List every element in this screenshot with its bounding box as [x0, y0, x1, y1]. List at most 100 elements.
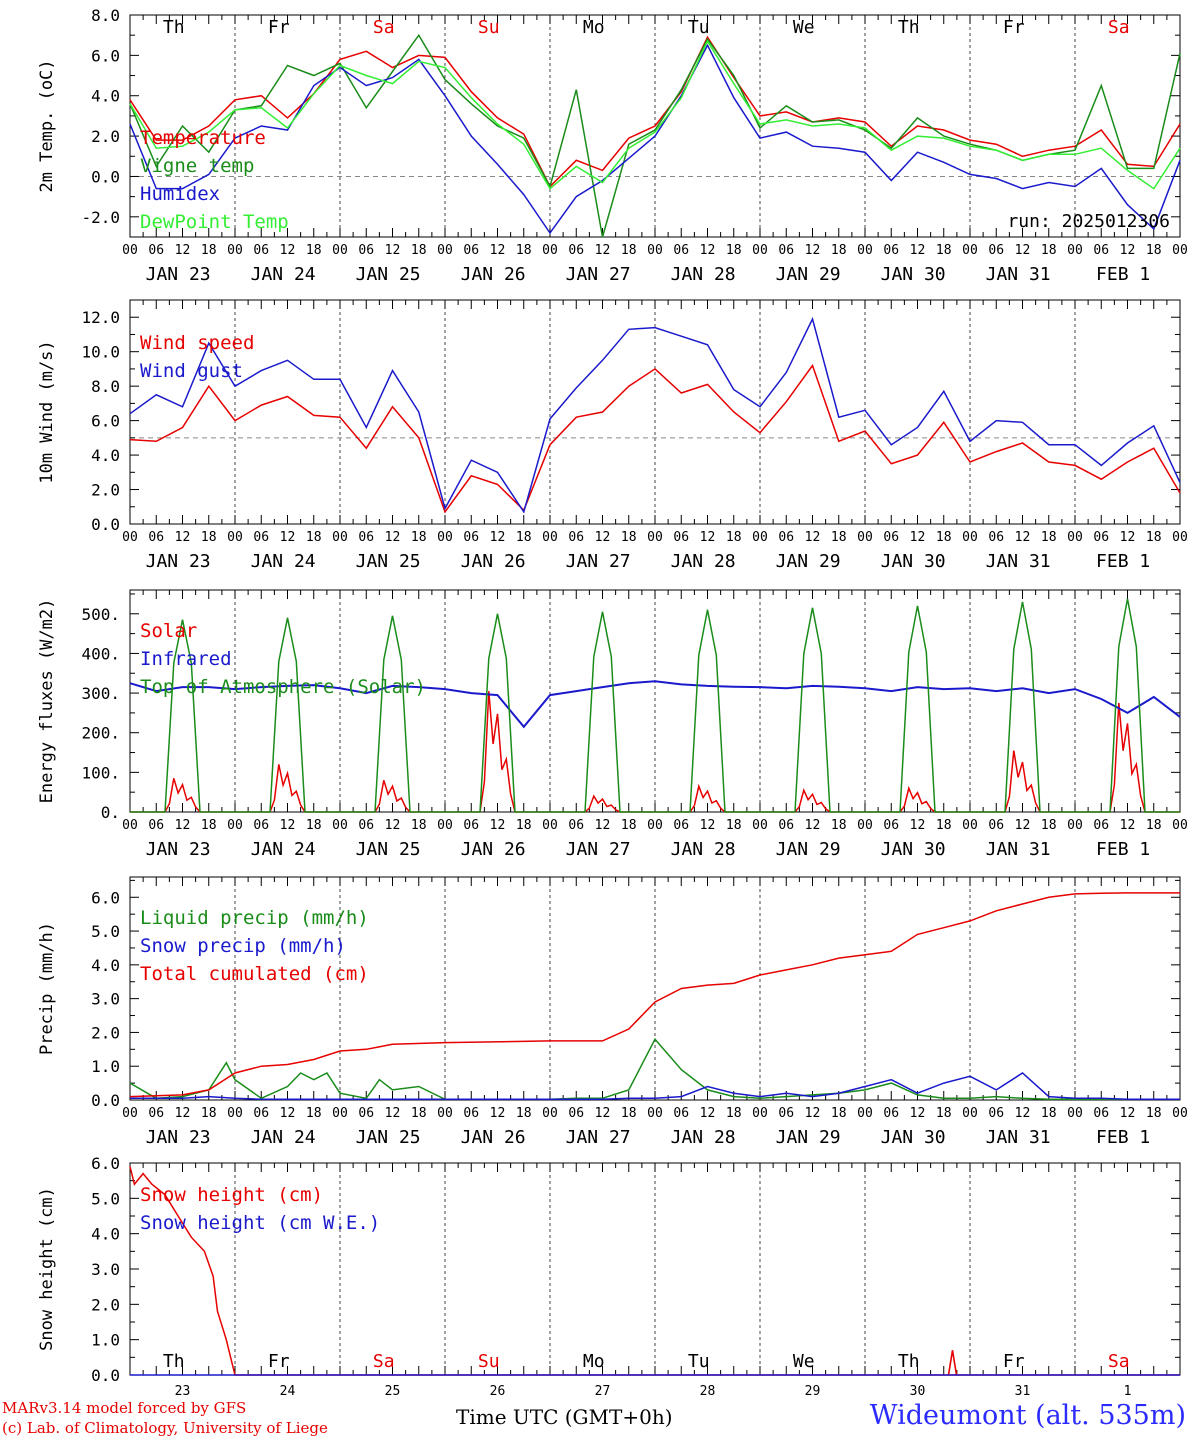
y-tick-label: 10.0 [81, 343, 120, 362]
date-label: JAN 25 [356, 839, 421, 860]
hour-label: 12 [280, 818, 296, 833]
hour-label: 00 [122, 530, 138, 545]
hour-label: 12 [1120, 1106, 1136, 1121]
legend-entry: DewPoint Temp [140, 211, 289, 233]
hour-label: 06 [358, 1106, 374, 1121]
hour-label: 18 [936, 818, 952, 833]
y-tick-label: 5.0 [91, 922, 120, 941]
hour-label: 06 [988, 243, 1004, 258]
hour-label: 06 [148, 243, 164, 258]
hour-label: 18 [1146, 1106, 1162, 1121]
hour-label: 18 [726, 1106, 742, 1121]
lab-credit: (c) Lab. of Climatology, University of L… [2, 1419, 328, 1437]
hour-label: 06 [673, 1106, 689, 1121]
hour-label: 00 [437, 243, 453, 258]
hour-label: 12 [910, 818, 926, 833]
date-label: 27 [595, 1384, 611, 1399]
date-label: FEB 1 [1096, 264, 1150, 285]
hour-label: 06 [463, 1106, 479, 1121]
hour-label: 12 [910, 243, 926, 258]
y-tick-label: 100. [81, 763, 120, 782]
date-label: JAN 24 [251, 1127, 316, 1148]
hour-label: 00 [437, 1106, 453, 1121]
date-label: FEB 1 [1096, 551, 1150, 572]
hour-label: 12 [595, 818, 611, 833]
hour-label: 18 [621, 818, 637, 833]
y-tick-label: 5.0 [91, 1189, 120, 1208]
hour-label: 06 [463, 818, 479, 833]
hour-label: 00 [122, 1106, 138, 1121]
y-tick-label: 2.0 [91, 127, 120, 146]
y-tick-label: 4.0 [91, 446, 120, 465]
date-label: JAN 26 [461, 551, 526, 572]
hour-label: 00 [542, 1106, 558, 1121]
y-axis-label: Energy fluxes (W/m2) [37, 599, 57, 804]
hour-label: 12 [805, 243, 821, 258]
hour-label: 18 [936, 1106, 952, 1121]
date-label: FEB 1 [1096, 839, 1150, 860]
date-label: JAN 27 [566, 551, 631, 572]
date-label: JAN 30 [881, 1127, 946, 1148]
hour-label: 12 [385, 818, 401, 833]
hour-label: 06 [148, 1106, 164, 1121]
day-label: Sa [1108, 1351, 1130, 1372]
hour-label: 06 [1093, 243, 1109, 258]
hour-label: 00 [542, 243, 558, 258]
hour-label: 06 [148, 530, 164, 545]
hour-label: 06 [988, 1106, 1004, 1121]
hour-label: 00 [1172, 1106, 1188, 1121]
hour-label: 00 [962, 1106, 978, 1121]
hour-label: 12 [280, 530, 296, 545]
hour-label: 18 [726, 243, 742, 258]
date-label: JAN 31 [986, 839, 1051, 860]
date-label: JAN 26 [461, 839, 526, 860]
hour-label: 00 [542, 530, 558, 545]
hour-label: 18 [1146, 243, 1162, 258]
hour-label: 06 [253, 818, 269, 833]
y-tick-label: 6.0 [91, 46, 120, 65]
hour-label: 06 [1093, 530, 1109, 545]
hour-label: 00 [857, 1106, 873, 1121]
date-label: JAN 27 [566, 839, 631, 860]
hour-label: 00 [857, 530, 873, 545]
panel-4 [129, 876, 1181, 1101]
day-label: Tu [688, 17, 710, 38]
hour-label: 06 [568, 243, 584, 258]
y-tick-label: 0.0 [91, 167, 120, 186]
y-tick-label: 4.0 [91, 956, 120, 975]
date-label: JAN 23 [146, 264, 211, 285]
day-label: Tu [688, 1351, 710, 1372]
hour-label: 18 [621, 243, 637, 258]
day-label: Mo [583, 1351, 605, 1372]
hour-label: 18 [831, 243, 847, 258]
hour-label: 18 [411, 818, 427, 833]
hour-label: 06 [358, 818, 374, 833]
x-axis-title: Time UTC (GMT+0h) [456, 1405, 673, 1429]
hour-label: 00 [332, 530, 348, 545]
hour-label: 00 [962, 530, 978, 545]
hour-label: 00 [227, 243, 243, 258]
hour-label: 18 [621, 1106, 637, 1121]
hour-label: 18 [831, 1106, 847, 1121]
date-label: 1 [1124, 1384, 1132, 1399]
hour-label: 00 [647, 530, 663, 545]
hour-label: 00 [1067, 1106, 1083, 1121]
date-label: JAN 24 [251, 264, 316, 285]
legend-entry: Snow precip (mm/h) [140, 935, 346, 957]
hour-label: 06 [568, 818, 584, 833]
day-label: We [793, 17, 815, 38]
hour-label: 12 [595, 243, 611, 258]
y-tick-label: 6.0 [91, 1154, 120, 1173]
hour-label: 18 [831, 818, 847, 833]
hour-label: 00 [752, 1106, 768, 1121]
y-tick-label: 3.0 [91, 1260, 120, 1279]
day-label: Th [898, 1351, 920, 1372]
date-label: 29 [805, 1384, 821, 1399]
y-axis-label: 2m Temp. (oC) [37, 59, 57, 192]
hour-label: 00 [227, 530, 243, 545]
hour-label: 12 [910, 1106, 926, 1121]
panel-frame [129, 299, 1181, 525]
hour-label: 18 [516, 818, 532, 833]
date-label: JAN 29 [776, 839, 841, 860]
series-spike [947, 1350, 958, 1376]
